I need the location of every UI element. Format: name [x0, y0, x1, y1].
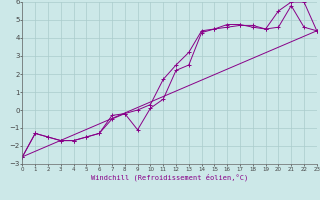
X-axis label: Windchill (Refroidissement éolien,°C): Windchill (Refroidissement éolien,°C) — [91, 173, 248, 181]
